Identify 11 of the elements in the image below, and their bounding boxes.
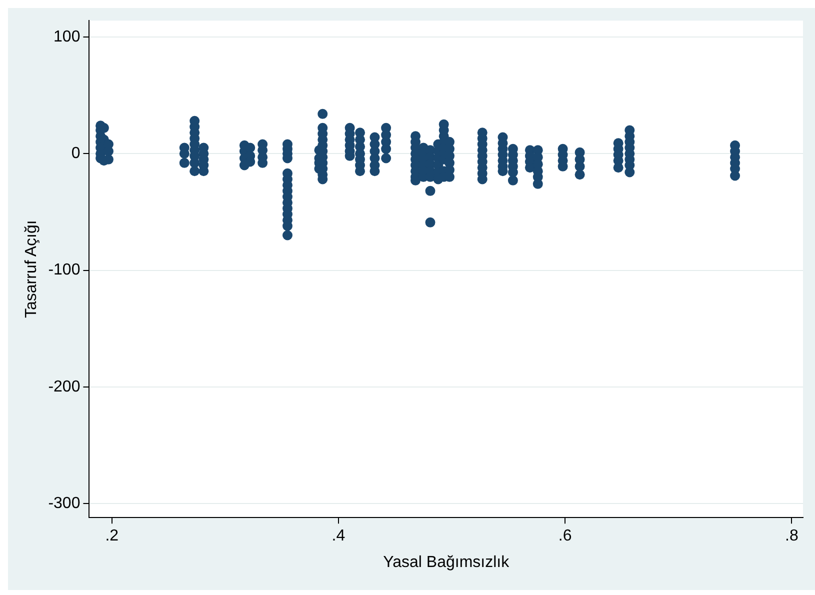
- y-tick-label: -300: [48, 495, 80, 512]
- x-tick-label: .8: [785, 528, 798, 545]
- y-tick-label: -200: [48, 378, 80, 396]
- y-tick-label: -100: [48, 262, 80, 279]
- y-axis-title: Tasarruf Açığı: [23, 220, 40, 318]
- y-tick-label: 100: [54, 28, 80, 46]
- y-tick-label: 0: [71, 145, 80, 162]
- x-tick-label: .4: [332, 528, 346, 545]
- x-tick-label: .2: [105, 528, 119, 545]
- x-tick-label: .6: [558, 528, 572, 545]
- x-axis-title: Yasal Bağımsızlık: [383, 554, 510, 571]
